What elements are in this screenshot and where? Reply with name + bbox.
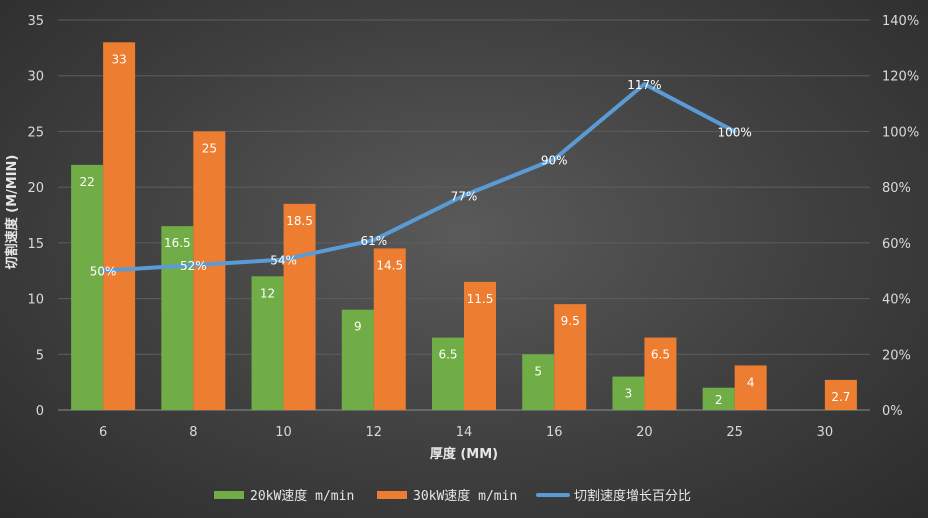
line-point	[642, 82, 647, 87]
bar	[251, 276, 284, 410]
line-point	[281, 257, 286, 262]
line-point	[462, 193, 466, 198]
legend: 20kW速度 m/min 30kW速度 m/min 切割速度增长百分比	[214, 488, 691, 504]
x-tick-label: 25	[726, 425, 743, 440]
line-point	[552, 157, 557, 162]
bar-data-label: 12	[260, 286, 275, 300]
y-tick-label: 10	[27, 293, 44, 308]
y2-tick-label: 60%	[882, 237, 911, 252]
bar	[103, 42, 136, 411]
y-tick-label: 25	[27, 125, 44, 140]
bar-data-label: 5	[534, 364, 542, 378]
bar	[702, 387, 735, 410]
data-labels: 22 16.5 12 9 6.5 5 3 2 33 25 18.5 14.5 11.5 9.5 6.5 4 2.…	[79, 52, 850, 407]
x-axis-title: 厚度 (MM)	[430, 446, 498, 462]
x-tick-label: 16	[546, 425, 563, 440]
bar	[644, 337, 677, 410]
bar	[341, 309, 374, 410]
bar-data-label: 6.5	[651, 348, 670, 362]
y2-tick-label: 20%	[882, 348, 911, 363]
y2-tick-label: 120%	[882, 70, 919, 85]
bar	[161, 226, 194, 410]
bar	[464, 281, 496, 410]
bar-data-label: 2.7	[831, 390, 850, 404]
x-tick-label: 8	[189, 425, 197, 440]
axes: 厚度 (MM) 切割速度 (M/MIN) 051015202530350%20%…	[4, 14, 919, 462]
line-point	[101, 268, 106, 273]
y-axis-title: 切割速度 (M/MIN)	[4, 155, 20, 270]
line-series	[101, 82, 737, 273]
bar-data-label: 2	[715, 393, 723, 407]
bar-data-label: 14.5	[376, 258, 403, 272]
y-tick-label: 20	[27, 181, 44, 196]
bar	[373, 248, 406, 410]
y-tick-label: 15	[27, 237, 44, 252]
bar-data-label: 4	[747, 375, 755, 389]
y2-tick-label: 100%	[882, 125, 919, 140]
legend-swatch	[214, 491, 244, 499]
y-tick-label: 30	[27, 70, 44, 85]
legend-swatch	[377, 491, 407, 499]
line-point	[732, 129, 737, 134]
y-tick-label: 5	[36, 348, 44, 363]
x-tick-label: 12	[366, 425, 383, 440]
x-tick-label: 30	[817, 425, 834, 440]
bar-data-label: 25	[202, 141, 217, 155]
y2-tick-label: 0%	[882, 404, 903, 419]
bar	[193, 131, 226, 410]
bar	[824, 379, 857, 410]
line-data-label: 52%	[180, 259, 207, 273]
line-data-label: 50%	[90, 265, 117, 279]
line-point	[371, 238, 376, 243]
y2-tick-label: 80%	[882, 181, 911, 196]
line-point	[191, 263, 196, 268]
y-tick-label: 35	[27, 14, 44, 29]
bar-data-label: 33	[111, 52, 126, 66]
bar-data-label: 3	[625, 387, 633, 401]
line-data-label: 77%	[451, 190, 478, 204]
bar-data-label: 9	[354, 320, 362, 334]
legend-label: 切割速度增长百分比	[574, 488, 691, 504]
line-data-label: 61%	[360, 234, 387, 248]
bar	[522, 354, 555, 410]
y-tick-label: 0	[36, 404, 44, 419]
x-tick-label: 6	[99, 425, 107, 440]
line-data-label: 100%	[718, 125, 752, 139]
bar-data-label: 18.5	[286, 214, 313, 228]
bar-data-label: 16.5	[164, 236, 191, 250]
bar	[283, 203, 316, 410]
bar-data-label: 11.5	[467, 292, 494, 306]
line-series-path	[101, 82, 737, 273]
x-tick-label: 20	[636, 425, 653, 440]
bar	[612, 376, 645, 410]
bar	[432, 337, 464, 410]
bar-series	[71, 42, 857, 411]
legend-label: 30kW速度 m/min	[413, 488, 517, 504]
y2-tick-label: 40%	[882, 293, 911, 308]
bar-data-label: 9.5	[561, 314, 580, 328]
bar	[554, 304, 587, 410]
line-data-label: 117%	[627, 78, 661, 92]
x-tick-label: 14	[456, 425, 473, 440]
bar	[71, 164, 104, 410]
line-data-label: 54%	[270, 254, 297, 268]
legend-label: 20kW速度 m/min	[250, 488, 354, 504]
x-tick-label: 10	[275, 425, 292, 440]
y2-tick-label: 140%	[882, 14, 919, 29]
bar	[734, 365, 767, 410]
bar-data-label: 22	[79, 175, 94, 189]
bar-data-label: 6.5	[438, 348, 457, 362]
line-data-label: 90%	[541, 153, 568, 167]
